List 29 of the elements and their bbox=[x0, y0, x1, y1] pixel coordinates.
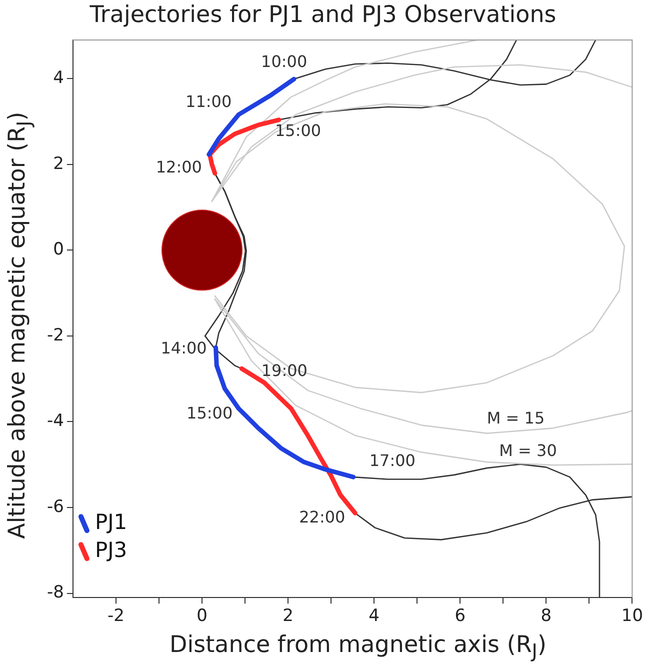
x-tick-label: 2 bbox=[282, 606, 294, 626]
x-tick-label: 4 bbox=[368, 606, 380, 626]
annotation: 10:00 bbox=[261, 52, 308, 72]
chart-title: Trajectories for PJ1 and PJ3 Observations bbox=[88, 2, 558, 28]
x-tick-label: -2 bbox=[107, 606, 124, 626]
annotation: 14:00 bbox=[160, 338, 207, 358]
x-tick-label: 0 bbox=[196, 606, 208, 626]
x-tick-label: 10 bbox=[621, 606, 644, 626]
legend-label: PJ1 bbox=[94, 510, 128, 534]
annotation: 12:00 bbox=[156, 158, 202, 177]
y-tick-label: -6 bbox=[46, 496, 64, 517]
annotation: M = 30 bbox=[499, 441, 557, 460]
y-tick-label: 0 bbox=[53, 240, 64, 260]
y-tick-label: -4 bbox=[46, 411, 64, 432]
y-tick-label: 2 bbox=[53, 154, 64, 174]
annotation: 15:00 bbox=[274, 120, 322, 140]
y-tick-label: 4 bbox=[53, 68, 64, 88]
annotation: 11:00 bbox=[186, 92, 232, 111]
annotation: 19:00 bbox=[261, 360, 308, 380]
x-tick-label: 6 bbox=[454, 606, 466, 626]
annotation: M = 15 bbox=[486, 408, 545, 428]
x-axis-title: Distance from magnetic axis (R$_{J}$) bbox=[168, 632, 548, 663]
x-tick-label: 8 bbox=[540, 606, 552, 626]
y-tick-label: -2 bbox=[46, 325, 64, 346]
annotation: 17:00 bbox=[369, 451, 416, 470]
annotation: 22:00 bbox=[299, 507, 346, 526]
annotation: 15:00 bbox=[186, 404, 233, 423]
y-tick-label: -8 bbox=[46, 582, 64, 603]
legend-label: PJ3 bbox=[94, 538, 128, 562]
